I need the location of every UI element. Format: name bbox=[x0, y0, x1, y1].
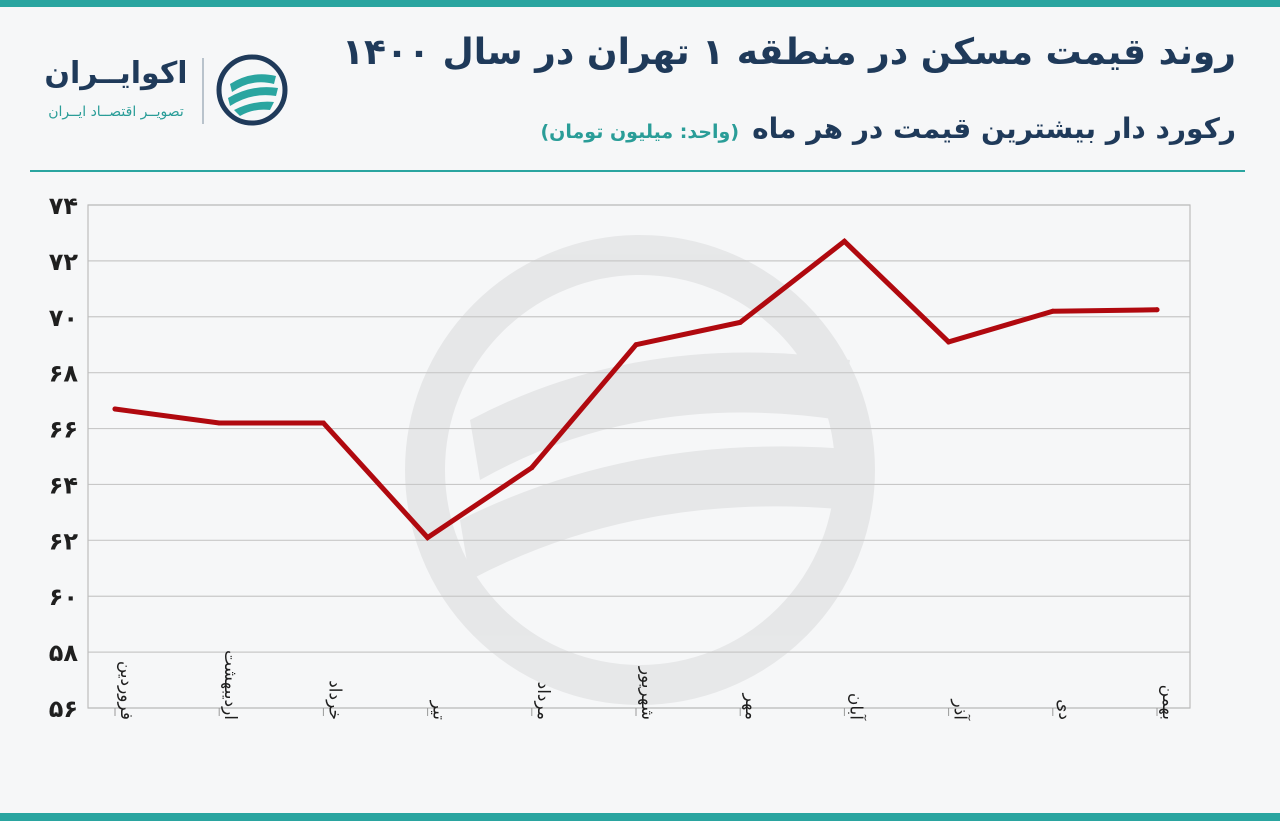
data-point bbox=[1154, 307, 1160, 313]
chart-title: روند قیمت مسکن در منطقه ۱ تهران در سال ۱… bbox=[342, 32, 1236, 73]
top-accent-bar bbox=[0, 0, 1280, 7]
y-tick-label: ۶۶ bbox=[49, 416, 78, 444]
data-point bbox=[425, 535, 431, 541]
logo-name: اکوایــران bbox=[44, 56, 188, 91]
y-tick-label: ۷۰ bbox=[49, 304, 78, 332]
x-tick-label: اردیبهشت bbox=[220, 650, 240, 720]
data-point bbox=[320, 420, 326, 426]
ecoiran-logo-icon bbox=[216, 54, 288, 126]
x-tick-label: مهر bbox=[741, 693, 761, 720]
x-tick-label: دی bbox=[1054, 699, 1074, 720]
x-tick-label: آبان bbox=[845, 693, 867, 721]
data-point bbox=[112, 406, 118, 412]
data-point bbox=[1050, 308, 1056, 314]
y-tick-label: ۷۴ bbox=[49, 192, 78, 220]
y-tick-label: ۶۸ bbox=[49, 360, 79, 388]
x-tick-label: فروردین bbox=[116, 661, 136, 720]
plot-frame bbox=[87, 204, 1191, 709]
subtitle-text: رکورد دار بیشترین قیمت در هر ماه bbox=[752, 112, 1236, 145]
y-tick-label: ۶۲ bbox=[49, 527, 79, 555]
data-point bbox=[633, 342, 639, 348]
data-point bbox=[737, 319, 743, 325]
x-tick-label: تیر bbox=[429, 700, 449, 721]
watermark-logo bbox=[405, 235, 875, 705]
x-tick-label: آذر bbox=[950, 698, 972, 721]
unit-note: (واحد: میلیون تومان) bbox=[540, 121, 740, 143]
x-tick-label: مرداد bbox=[533, 682, 553, 720]
data-point bbox=[946, 339, 952, 345]
data-point bbox=[216, 420, 222, 426]
x-tick-label: خرداد bbox=[324, 680, 344, 720]
chart-subtitle: رکورد دار بیشترین قیمت در هر ماه (واحد: … bbox=[541, 112, 1237, 145]
data-point bbox=[841, 238, 847, 244]
data-point bbox=[529, 465, 535, 471]
x-tick-label: بهمن bbox=[1158, 685, 1178, 720]
x-tick-label: شهریور bbox=[637, 666, 657, 720]
y-tick-label: ۶۴ bbox=[49, 471, 78, 499]
header-divider bbox=[30, 170, 1245, 172]
brand-logo: اکوایــران تصویــر اقتصــاد ایــران bbox=[30, 52, 290, 132]
y-tick-label: ۵۸ bbox=[49, 639, 79, 667]
y-tick-label: ۷۲ bbox=[49, 248, 79, 276]
logo-tagline: تصویــر اقتصــاد ایــران bbox=[48, 104, 184, 120]
y-tick-label: ۶۰ bbox=[49, 583, 78, 611]
logo-divider bbox=[202, 58, 204, 124]
y-tick-label: ۵۶ bbox=[49, 695, 78, 723]
bottom-accent-bar bbox=[0, 813, 1280, 821]
